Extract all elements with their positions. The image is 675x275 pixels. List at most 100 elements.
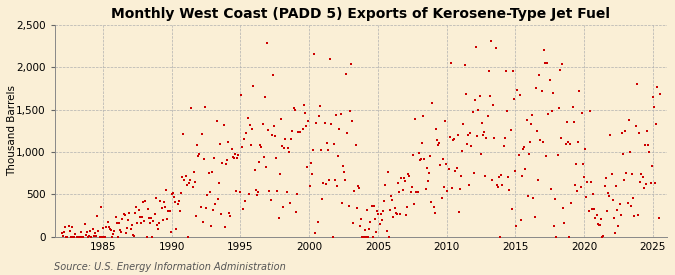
Point xyxy=(416,156,427,161)
Point xyxy=(385,208,396,213)
Point xyxy=(535,138,546,142)
Point xyxy=(554,106,564,110)
Point xyxy=(228,156,239,160)
Point xyxy=(151,196,161,200)
Point xyxy=(419,157,430,161)
Point xyxy=(248,84,259,88)
Point xyxy=(259,95,270,99)
Point xyxy=(179,178,190,182)
Point xyxy=(375,212,386,216)
Point xyxy=(319,121,330,125)
Point xyxy=(154,221,165,226)
Point xyxy=(297,127,308,132)
Point xyxy=(342,131,353,135)
Point xyxy=(639,185,649,190)
Point xyxy=(303,119,314,123)
Point xyxy=(516,218,526,222)
Point xyxy=(423,179,433,183)
Point xyxy=(281,189,292,194)
Point xyxy=(620,128,630,133)
Point xyxy=(282,146,293,150)
Point xyxy=(482,113,493,118)
Point xyxy=(539,47,549,52)
Point xyxy=(315,104,325,108)
Point xyxy=(443,167,454,171)
Point xyxy=(108,232,119,236)
Point xyxy=(128,234,139,238)
Point xyxy=(377,218,387,222)
Point xyxy=(652,85,663,90)
Point xyxy=(286,137,296,141)
Point xyxy=(130,211,140,215)
Point xyxy=(115,227,126,232)
Point xyxy=(477,133,488,137)
Point xyxy=(560,141,571,146)
Point xyxy=(304,184,315,188)
Point xyxy=(460,92,471,96)
Point xyxy=(216,212,227,216)
Point xyxy=(387,198,398,203)
Point xyxy=(593,223,604,227)
Point xyxy=(190,179,200,184)
Point xyxy=(344,108,355,113)
Point xyxy=(350,143,361,147)
Point xyxy=(574,89,585,94)
Point xyxy=(372,209,383,213)
Point xyxy=(72,235,83,239)
Point xyxy=(231,189,242,194)
Point xyxy=(487,178,497,182)
Point xyxy=(349,189,360,193)
Point xyxy=(624,149,635,154)
Point xyxy=(474,94,485,99)
Point xyxy=(305,161,316,166)
Point xyxy=(230,152,240,156)
Point xyxy=(632,213,643,217)
Point xyxy=(634,180,645,184)
Point xyxy=(636,171,647,176)
Point xyxy=(90,231,101,236)
Point xyxy=(292,191,302,196)
Point xyxy=(103,224,114,229)
Point xyxy=(188,170,199,174)
Point xyxy=(480,174,491,178)
Point xyxy=(493,175,504,179)
Point xyxy=(346,62,356,67)
Point xyxy=(528,196,539,200)
Point xyxy=(390,211,401,215)
Point xyxy=(449,136,460,141)
Point xyxy=(589,207,599,211)
Point xyxy=(308,147,319,152)
Point xyxy=(211,119,222,123)
Point xyxy=(371,229,381,234)
Point xyxy=(374,222,385,227)
Point xyxy=(442,189,453,193)
Point xyxy=(457,149,468,153)
Y-axis label: Thousand Barrels: Thousand Barrels xyxy=(7,85,17,176)
Point xyxy=(616,213,626,218)
Point xyxy=(277,144,288,148)
Point xyxy=(467,110,478,114)
Point xyxy=(537,140,548,144)
Point xyxy=(465,130,476,135)
Point xyxy=(213,197,223,202)
Point xyxy=(448,138,458,142)
Point xyxy=(634,131,645,135)
Point xyxy=(102,220,113,224)
Point xyxy=(431,127,441,131)
Point xyxy=(497,183,508,188)
Point xyxy=(272,188,283,193)
Point xyxy=(581,195,592,199)
Point xyxy=(294,130,304,134)
Point xyxy=(439,119,450,123)
Point xyxy=(302,164,313,169)
Point xyxy=(587,207,597,211)
Point xyxy=(630,123,641,128)
Point xyxy=(649,105,659,110)
Point xyxy=(98,226,109,230)
Point xyxy=(159,205,170,209)
Point xyxy=(597,235,608,239)
Point xyxy=(195,205,206,209)
Point xyxy=(274,172,285,176)
Point xyxy=(613,224,624,229)
Point xyxy=(653,216,664,220)
